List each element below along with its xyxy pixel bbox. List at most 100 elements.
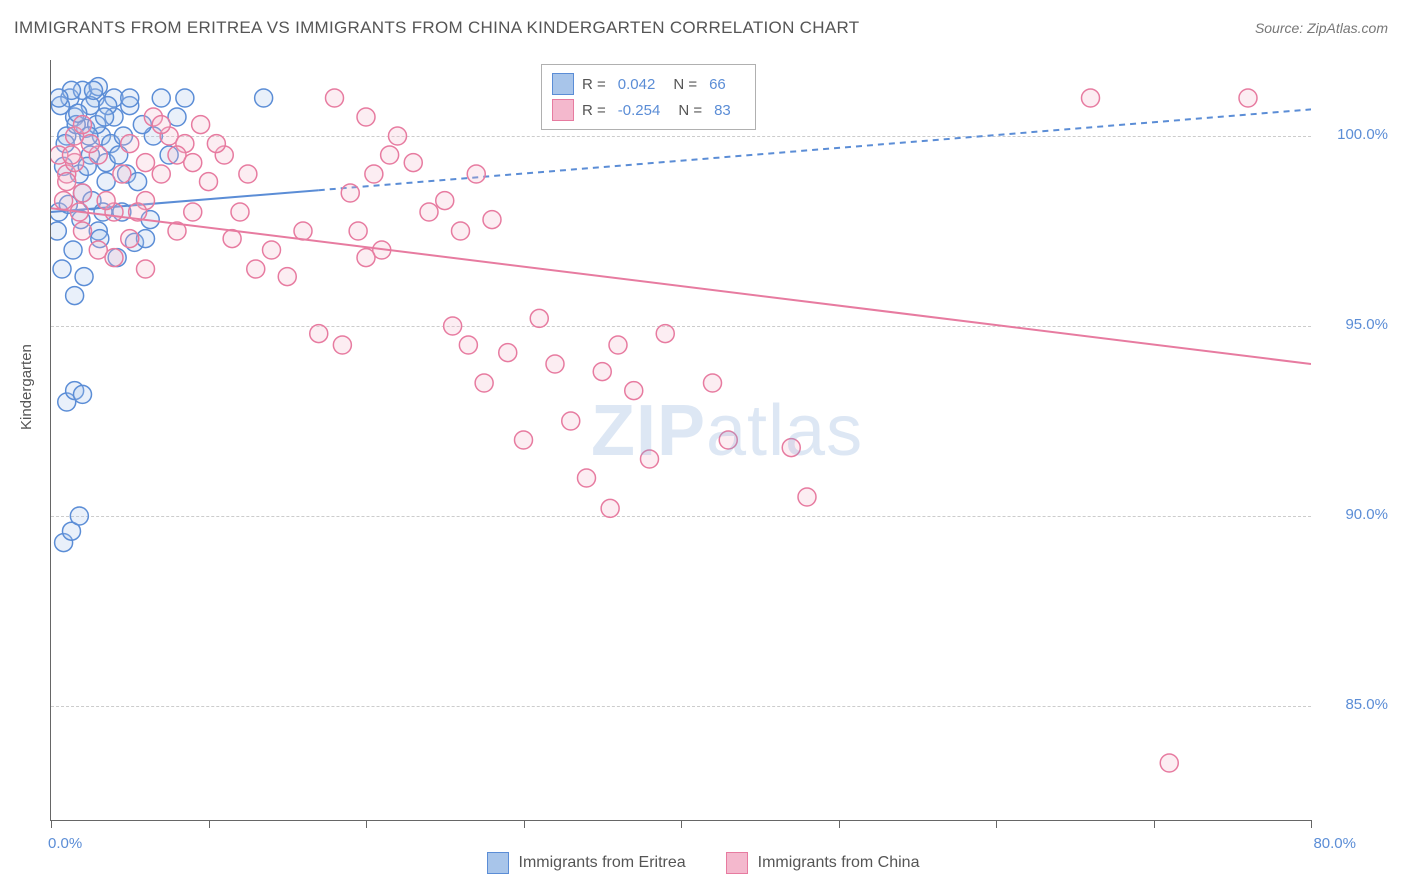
scatter-point: [247, 260, 265, 278]
scatter-point: [113, 165, 131, 183]
scatter-point: [389, 127, 407, 145]
scatter-point: [58, 173, 76, 191]
scatter-point: [97, 192, 115, 210]
scatter-point: [578, 469, 596, 487]
scatter-point: [562, 412, 580, 430]
regression-line: [51, 208, 1311, 364]
scatter-point: [704, 374, 722, 392]
scatter-point: [53, 260, 71, 278]
scatter-point: [66, 287, 84, 305]
x-tick-mark: [524, 820, 525, 828]
y-axis-label: Kindergarten: [18, 344, 35, 430]
scatter-point: [546, 355, 564, 373]
scatter-point: [444, 317, 462, 335]
scatter-point: [121, 135, 139, 153]
scatter-point: [74, 385, 92, 403]
scatter-point: [255, 89, 273, 107]
x-tick-mark: [681, 820, 682, 828]
scatter-point: [55, 192, 73, 210]
x-tick-mark: [996, 820, 997, 828]
scatter-point: [152, 165, 170, 183]
scatter-svg: [51, 60, 1311, 820]
scatter-point: [294, 222, 312, 240]
scatter-point: [798, 488, 816, 506]
x-tick-mark: [839, 820, 840, 828]
x-tick-start: 0.0%: [48, 835, 82, 852]
scatter-point: [404, 154, 422, 172]
scatter-point: [530, 309, 548, 327]
scatter-point: [200, 173, 218, 191]
scatter-point: [74, 222, 92, 240]
x-tick-mark: [366, 820, 367, 828]
scatter-point: [641, 450, 659, 468]
scatter-point: [609, 336, 627, 354]
scatter-point: [192, 116, 210, 134]
scatter-point: [625, 382, 643, 400]
scatter-point: [357, 249, 375, 267]
scatter-point: [85, 81, 103, 99]
legend-swatch-eritrea: [552, 73, 574, 95]
r-value: -0.254: [618, 102, 661, 119]
y-tick-label: 85.0%: [1345, 696, 1388, 713]
r-value: 0.042: [618, 76, 656, 93]
x-tick-mark: [1154, 820, 1155, 828]
scatter-point: [349, 222, 367, 240]
scatter-point: [278, 268, 296, 286]
scatter-point: [436, 192, 454, 210]
x-tick-mark: [51, 820, 52, 828]
scatter-point: [656, 325, 674, 343]
scatter-point: [459, 336, 477, 354]
scatter-point: [381, 146, 399, 164]
scatter-point: [64, 241, 82, 259]
scatter-point: [1160, 754, 1178, 772]
scatter-point: [593, 363, 611, 381]
scatter-point: [515, 431, 533, 449]
n-label: N =: [673, 76, 697, 93]
y-tick-label: 90.0%: [1345, 506, 1388, 523]
scatter-point: [452, 222, 470, 240]
scatter-point: [782, 439, 800, 457]
scatter-point: [239, 165, 257, 183]
x-tick-mark: [1311, 820, 1312, 828]
scatter-point: [121, 230, 139, 248]
legend-swatch-china: [726, 852, 748, 874]
legend-item-eritrea: Immigrants from Eritrea: [487, 852, 686, 874]
x-tick-mark: [209, 820, 210, 828]
scatter-point: [483, 211, 501, 229]
scatter-point: [231, 203, 249, 221]
scatter-point: [499, 344, 517, 362]
legend-label: Immigrants from Eritrea: [519, 854, 686, 872]
scatter-point: [719, 431, 737, 449]
chart-title: IMMIGRANTS FROM ERITREA VS IMMIGRANTS FR…: [14, 18, 859, 38]
scatter-point: [333, 336, 351, 354]
r-label: R =: [582, 102, 606, 119]
scatter-point: [137, 260, 155, 278]
stats-legend-row: R = 0.042 N = 66: [552, 71, 741, 97]
scatter-point: [357, 108, 375, 126]
scatter-point: [1082, 89, 1100, 107]
scatter-point: [475, 374, 493, 392]
scatter-point: [152, 116, 170, 134]
y-tick-label: 100.0%: [1337, 126, 1388, 143]
scatter-point: [601, 499, 619, 517]
scatter-point: [51, 89, 68, 107]
scatter-point: [168, 146, 186, 164]
legend-item-china: Immigrants from China: [726, 852, 920, 874]
scatter-point: [207, 135, 225, 153]
scatter-point: [137, 154, 155, 172]
y-tick-label: 95.0%: [1345, 316, 1388, 333]
scatter-point: [420, 203, 438, 221]
scatter-point: [51, 222, 66, 240]
scatter-point: [176, 89, 194, 107]
n-value: 66: [709, 76, 726, 93]
scatter-point: [96, 108, 114, 126]
scatter-point: [152, 89, 170, 107]
scatter-point: [326, 89, 344, 107]
scatter-point: [74, 116, 92, 134]
legend-label: Immigrants from China: [758, 854, 920, 872]
stats-legend: R = 0.042 N = 66 R = -0.254 N = 83: [541, 64, 756, 130]
bottom-legend: Immigrants from Eritrea Immigrants from …: [0, 852, 1406, 874]
scatter-point: [310, 325, 328, 343]
scatter-point: [121, 89, 139, 107]
source-attribution: Source: ZipAtlas.com: [1255, 20, 1388, 36]
